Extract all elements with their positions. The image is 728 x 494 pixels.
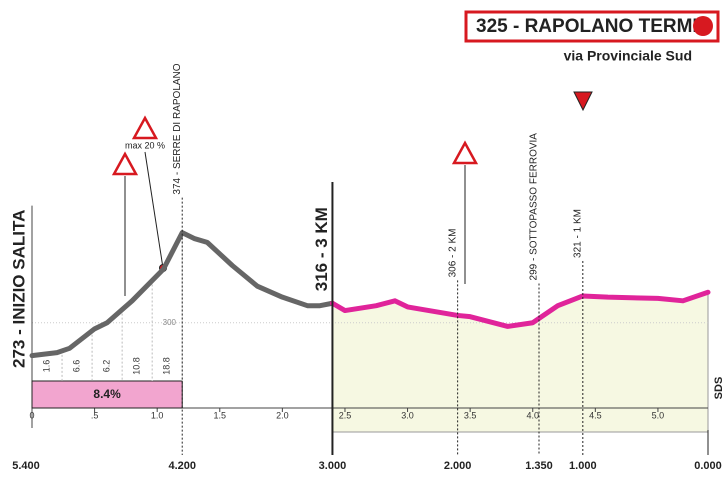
segment-gradient: 10.8: [132, 357, 142, 375]
remaining-distance: 4.200: [168, 460, 196, 472]
segment-gradient: 18.8: [162, 357, 172, 375]
waypoint-label: 306 - 2 KM: [447, 229, 458, 278]
x-tick-label: .5: [91, 410, 99, 420]
finish-icon: [693, 16, 713, 36]
remaining-distance: 5.400: [12, 460, 40, 472]
waypoint-label: 321 - 1 KM: [572, 209, 583, 258]
last-km-flag: [573, 91, 593, 112]
profile-line: [329, 289, 711, 329]
remaining-distance: 0.000: [694, 460, 722, 472]
x-tick-label: 2.5: [339, 410, 352, 420]
segment-gradient: 1.6: [41, 360, 51, 373]
segment-gradient: 6.2: [101, 360, 111, 373]
start-label: 273 - INIZIO SALITA: [9, 210, 28, 368]
sign-pointer: [144, 151, 164, 269]
profile-line: [29, 230, 335, 359]
split-label: 316 - 3 KM: [312, 207, 331, 291]
x-tick-label: 2.0: [276, 410, 289, 420]
x-tick-label: 0: [29, 410, 34, 420]
x-tick-label: 3.0: [401, 410, 414, 420]
chart-title: 325 - RAPOLANO TERME: [476, 16, 705, 37]
narrowing-sign: [111, 151, 139, 176]
remaining-distance: 3.000: [319, 460, 347, 472]
remaining-distance: 1.350: [525, 460, 553, 472]
gradient-bar: [31, 380, 183, 409]
waypoint-label: 374 - SERRE DI RAPOLANO: [172, 63, 183, 194]
x-tick-label: 1.5: [214, 410, 227, 420]
average-gradient: 8.4%: [93, 387, 121, 401]
x-tick-label: 4.0: [526, 410, 539, 420]
x-tick-label: 5.0: [652, 410, 665, 420]
remaining-distance: 1.000: [569, 460, 597, 472]
title-box: [464, 10, 720, 43]
subtitle: via Provinciale Sud: [564, 48, 692, 64]
x-tick-label: 1.0: [151, 410, 164, 420]
y-tick-label: 300: [163, 318, 177, 327]
remaining-distance: 2.000: [444, 460, 472, 472]
x-tick-label: 4.5: [589, 410, 602, 420]
steep-label: max 20 %: [125, 140, 165, 150]
turn-sign: [451, 140, 479, 165]
waypoint-label: 299 - SOTTOPASSO FERROVIA: [529, 133, 540, 281]
x-tick-label: 3.5: [464, 410, 477, 420]
segment-gradient: 6.6: [71, 360, 81, 373]
sds-label: SDS: [713, 377, 725, 400]
steep-sign: [131, 115, 159, 140]
